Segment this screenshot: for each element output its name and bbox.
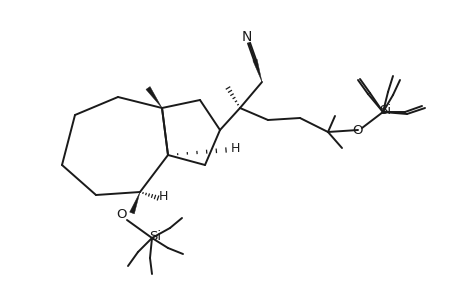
Polygon shape <box>146 87 162 108</box>
Text: Si: Si <box>378 103 390 116</box>
Text: H: H <box>158 190 168 202</box>
Text: N: N <box>241 30 252 44</box>
Text: O: O <box>117 208 127 221</box>
Text: O: O <box>352 124 363 136</box>
Text: Si: Si <box>149 230 161 244</box>
Polygon shape <box>252 59 262 82</box>
Polygon shape <box>129 192 140 214</box>
Text: H: H <box>230 142 239 154</box>
